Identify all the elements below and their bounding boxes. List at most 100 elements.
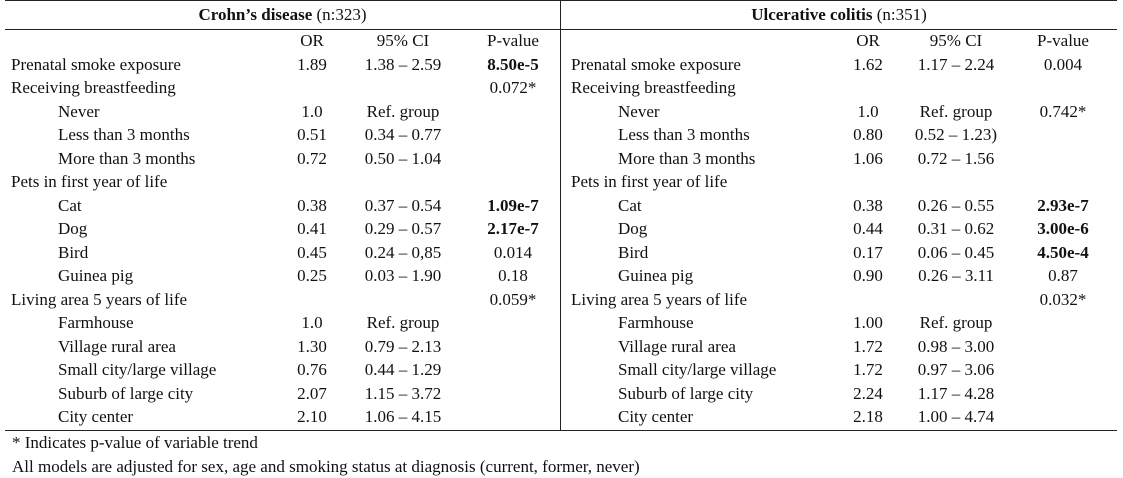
confidence-interval-cell: 0.26 – 0.55 — [917, 195, 995, 215]
confidence-interval-cell: 0.72 – 1.56 — [917, 148, 995, 168]
p-value-cell: 0.072* — [489, 78, 537, 97]
p-value-cell — [473, 170, 553, 194]
odds-ratio-cell: 1.30 — [297, 336, 327, 356]
odds-ratio-cell: 2.07 — [297, 383, 327, 403]
table-top-rule — [5, 0, 1117, 1]
panel-divider — [560, 0, 561, 431]
p-value-cell — [473, 100, 553, 124]
confidence-interval-cell — [348, 288, 458, 312]
odds-ratio-cell: 0.38 — [297, 195, 327, 215]
p-value-cell: 0.032* — [1039, 289, 1087, 309]
row-label: Farmhouse — [58, 313, 134, 332]
row-label: Farmhouse — [618, 313, 694, 332]
p-value-column-header: P-value — [487, 31, 539, 50]
table-row-subcategory: Cat 0.38 0.26 – 0.55 2.93e-7 — [561, 194, 1117, 218]
confidence-interval-cell: Ref. group — [919, 313, 993, 332]
footnote-trend: * Indicates p-value of variable trend — [12, 433, 258, 452]
row-label: Bird — [618, 242, 649, 262]
odds-ratio-cell — [843, 76, 893, 100]
table-row-subcategory: More than 3 months 0.72 0.50 – 1.04 — [5, 147, 560, 171]
odds-ratio-cell: 0.25 — [297, 266, 327, 285]
table-row-subcategory: City center 2.10 1.06 – 4.15 — [5, 405, 560, 429]
odds-ratio-cell: 1.62 — [853, 54, 883, 74]
confidence-interval-cell: 1.38 – 2.59 — [364, 54, 442, 74]
odds-ratio-cell: 0.45 — [297, 242, 327, 262]
confidence-interval-cell — [901, 76, 1011, 100]
p-value-cell: 0.87 — [1048, 266, 1078, 285]
confidence-interval-cell: 0.52 – 1.23) — [914, 125, 998, 144]
p-value-cell — [1023, 123, 1103, 147]
table-row-subcategory: Village rural area 1.30 0.79 – 2.13 — [5, 335, 560, 359]
p-value-cell: 3.00e-6 — [1037, 219, 1089, 238]
panel-sample-size: (n:323) — [316, 5, 367, 24]
odds-ratio-cell: 0.51 — [297, 125, 327, 144]
table-row-variable: Receiving breastfeeding 0.072* — [5, 76, 560, 100]
p-value-cell — [1023, 170, 1103, 194]
row-label: Small city/large village — [618, 360, 777, 379]
odds-ratio-cell: 1.00 — [853, 313, 883, 332]
table-row-variable: Pets in first year of life — [561, 170, 1117, 194]
odds-ratio-cell: 0.80 — [853, 125, 883, 144]
row-label: Prenatal smoke exposure — [11, 54, 181, 74]
p-value-cell — [473, 382, 553, 406]
table-row-subcategory: Farmhouse 1.00 Ref. group — [561, 311, 1117, 335]
odds-ratio-cell — [843, 288, 893, 312]
odds-ratio-cell: 1.72 — [853, 336, 883, 356]
odds-ratio-cell: 0.90 — [853, 266, 883, 285]
table-row-subcategory: Guinea pig 0.90 0.26 – 3.11 0.87 — [561, 264, 1117, 288]
row-label: Village rural area — [58, 336, 176, 356]
row-label: Pets in first year of life — [11, 172, 168, 191]
confidence-interval-cell: 0.26 – 3.11 — [918, 266, 994, 285]
row-label: Less than 3 months — [58, 125, 190, 144]
table-bottom-rule — [5, 430, 1117, 431]
table-footnotes: * Indicates p-value of variable trend Al… — [12, 431, 1112, 478]
confidence-interval-cell: 0.34 – 0.77 — [364, 125, 442, 144]
row-label: Living area 5 years of life — [11, 289, 188, 309]
confidence-interval-cell: 0.44 – 1.29 — [364, 360, 442, 379]
column-header-row: OR 95% CI P-value — [561, 29, 1117, 53]
p-value-cell: 8.50e-5 — [487, 54, 539, 74]
confidence-interval-cell: 0.29 – 0.57 — [364, 219, 442, 238]
p-value-cell: 0.18 — [498, 266, 528, 285]
odds-ratio-cell: 1.72 — [853, 360, 883, 379]
p-value-cell — [473, 123, 553, 147]
row-label: Never — [618, 101, 660, 121]
confidence-interval-cell: 0.06 – 0.45 — [917, 242, 995, 262]
odds-ratio-cell — [287, 170, 337, 194]
confidence-interval-cell: Ref. group — [919, 101, 993, 121]
p-value-cell — [1023, 76, 1103, 100]
table-row-subcategory: Village rural area 1.72 0.98 – 3.00 — [561, 335, 1117, 359]
p-value-cell: 2.17e-7 — [487, 219, 539, 238]
p-value-cell — [473, 147, 553, 171]
confidence-interval-cell: 0.98 – 3.00 — [917, 336, 995, 356]
ulcerative-colitis-panel: Ulcerative colitis (n:351) OR 95% CI P-val… — [561, 0, 1117, 431]
table-row-variable: Prenatal smoke exposure 1.89 1.38 – 2.59 8.… — [5, 53, 560, 77]
row-label: Pets in first year of life — [571, 172, 728, 191]
p-value-cell: 4.50e-4 — [1037, 242, 1089, 262]
p-value-cell: 0.059* — [489, 289, 537, 309]
row-label: Cat — [618, 195, 642, 215]
panel-title: Ulcerative colitis (n:351) — [561, 0, 1117, 29]
odds-ratio-cell: 0.72 — [297, 148, 327, 168]
odds-ratio-cell — [287, 288, 337, 312]
p-value-cell — [473, 335, 553, 359]
table-row-subcategory: Small city/large village 0.76 0.44 – 1.29 — [5, 358, 560, 382]
table-row-subcategory: Cat 0.38 0.37 – 0.54 1.09e-7 — [5, 194, 560, 218]
row-label: Receiving breastfeeding — [11, 78, 176, 97]
confidence-interval-cell: 1.00 – 4.74 — [917, 407, 995, 426]
panel-title: Crohn’s disease (n:323) — [5, 0, 560, 29]
confidence-interval-cell: 0.50 – 1.04 — [364, 148, 442, 168]
table-row-variable: Pets in first year of life — [5, 170, 560, 194]
p-value-cell: 1.09e-7 — [487, 195, 539, 215]
row-label: Small city/large village — [58, 360, 217, 379]
p-value-cell — [1023, 147, 1103, 171]
panel-disease-name: Ulcerative colitis — [751, 5, 873, 24]
row-label: Suburb of large city — [58, 383, 194, 403]
p-value-cell — [1023, 311, 1103, 335]
or-column-header: OR — [300, 31, 324, 50]
confidence-interval-cell: Ref. group — [366, 101, 440, 121]
confidence-interval-cell: 0.24 – 0,85 — [364, 242, 442, 262]
table-row-subcategory: More than 3 months 1.06 0.72 – 1.56 — [561, 147, 1117, 171]
row-label: Guinea pig — [58, 266, 134, 285]
row-label: Village rural area — [618, 336, 736, 356]
